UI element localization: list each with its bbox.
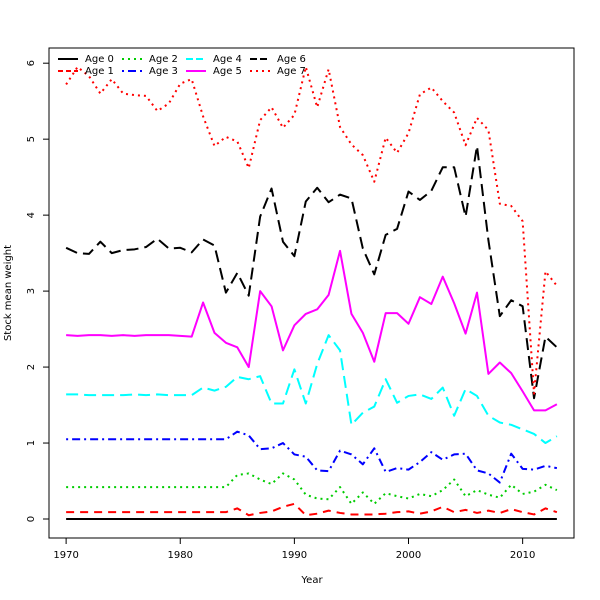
y-axis-label: Stock mean weight [3, 245, 14, 341]
x-tick-label: 1990 [282, 550, 307, 561]
y-tick-label: 4 [26, 212, 37, 218]
legend-label-age-6: Age 6 [277, 54, 306, 65]
y-tick-label: 2 [26, 364, 37, 370]
series-line-age-3 [66, 430, 558, 484]
x-axis-label: Year [300, 575, 323, 586]
x-tick-label: 1970 [53, 550, 78, 561]
legend-label-age-2: Age 2 [149, 54, 178, 65]
plot-layer [65, 65, 558, 521]
series-line-age-4 [66, 334, 558, 445]
y-tick-label: 5 [26, 136, 37, 142]
series-line-age-6 [65, 145, 558, 400]
y-tick-label: 3 [26, 288, 37, 294]
series-line-age-1 [66, 502, 558, 517]
x-tick-label: 2000 [396, 550, 421, 561]
y-tick-label: 6 [26, 60, 37, 66]
series-line-age-2 [66, 472, 558, 505]
legend-label-age-1: Age 1 [85, 66, 114, 77]
legend-label-age-3: Age 3 [149, 66, 178, 77]
axes-layer: 1970 1980 1990 2000 2010 0 1 2 3 4 5 6 [26, 47, 575, 561]
y-tick-label: 1 [26, 440, 37, 446]
x-tick-label: 2010 [510, 550, 535, 561]
legend-label-age-7: Age 7 [277, 66, 306, 77]
legend-label-age-4: Age 4 [213, 54, 242, 65]
x-tick-label: 1980 [168, 550, 193, 561]
series-line-age-7 [65, 65, 558, 395]
legend-label-age-0: Age 0 [85, 54, 114, 65]
y-tick-label: 0 [26, 516, 37, 522]
series-line-age-5 [66, 249, 558, 412]
legend-label-age-5: Age 5 [213, 66, 242, 77]
